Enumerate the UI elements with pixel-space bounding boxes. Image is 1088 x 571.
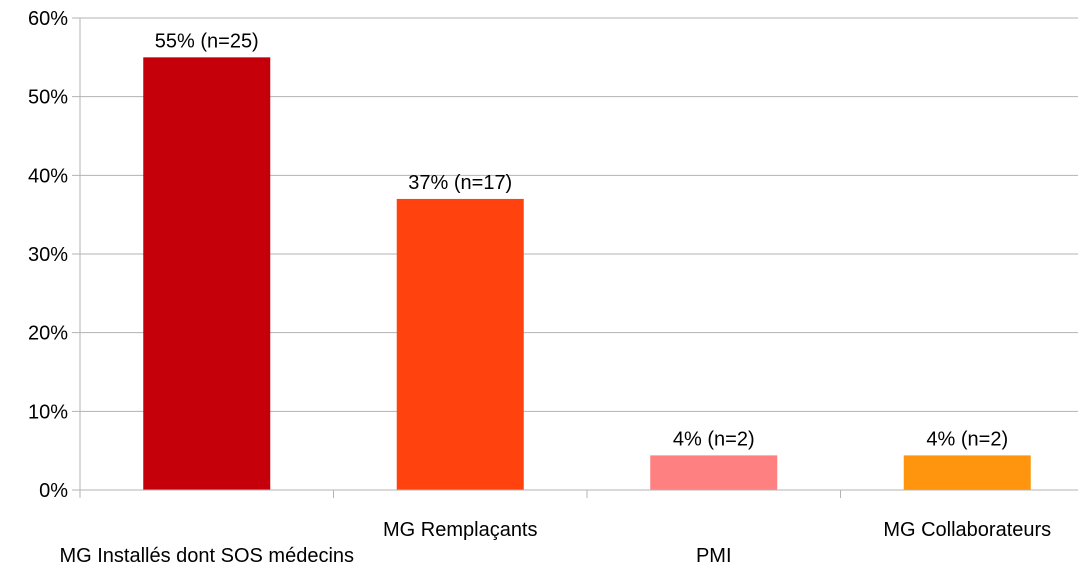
y-tick-label: 30% bbox=[28, 244, 68, 266]
data-labels: 55% (n=25) 37% (n=17) 4% (n=2) 4% (n=2) bbox=[155, 30, 1008, 450]
y-tick-label: 20% bbox=[28, 323, 68, 345]
x-category-label: PMI bbox=[696, 545, 732, 567]
data-label: 37% (n=17) bbox=[408, 172, 512, 194]
x-category-label: MG Collaborateurs bbox=[883, 519, 1051, 541]
y-tick-label: 0% bbox=[39, 480, 68, 502]
x-category-label: MG Installés dont SOS médecins bbox=[59, 545, 354, 567]
bar bbox=[396, 198, 524, 490]
data-label: 4% (n=2) bbox=[926, 428, 1008, 450]
y-tick-label: 10% bbox=[28, 401, 68, 423]
y-tick-label: 40% bbox=[28, 165, 68, 187]
bars bbox=[143, 57, 1031, 490]
bar bbox=[903, 455, 1031, 490]
x-category-label: MG Remplaçants bbox=[383, 519, 538, 541]
data-label: 55% (n=25) bbox=[155, 30, 259, 52]
bar bbox=[143, 57, 271, 490]
y-tick-label: 60% bbox=[28, 8, 68, 30]
bar bbox=[650, 455, 778, 490]
data-label: 4% (n=2) bbox=[673, 428, 755, 450]
axes: 0% 10% 20% 30% 40% 50% 60% MG Installés dont SO… bbox=[28, 8, 1078, 567]
y-tick-label: 50% bbox=[28, 87, 68, 109]
